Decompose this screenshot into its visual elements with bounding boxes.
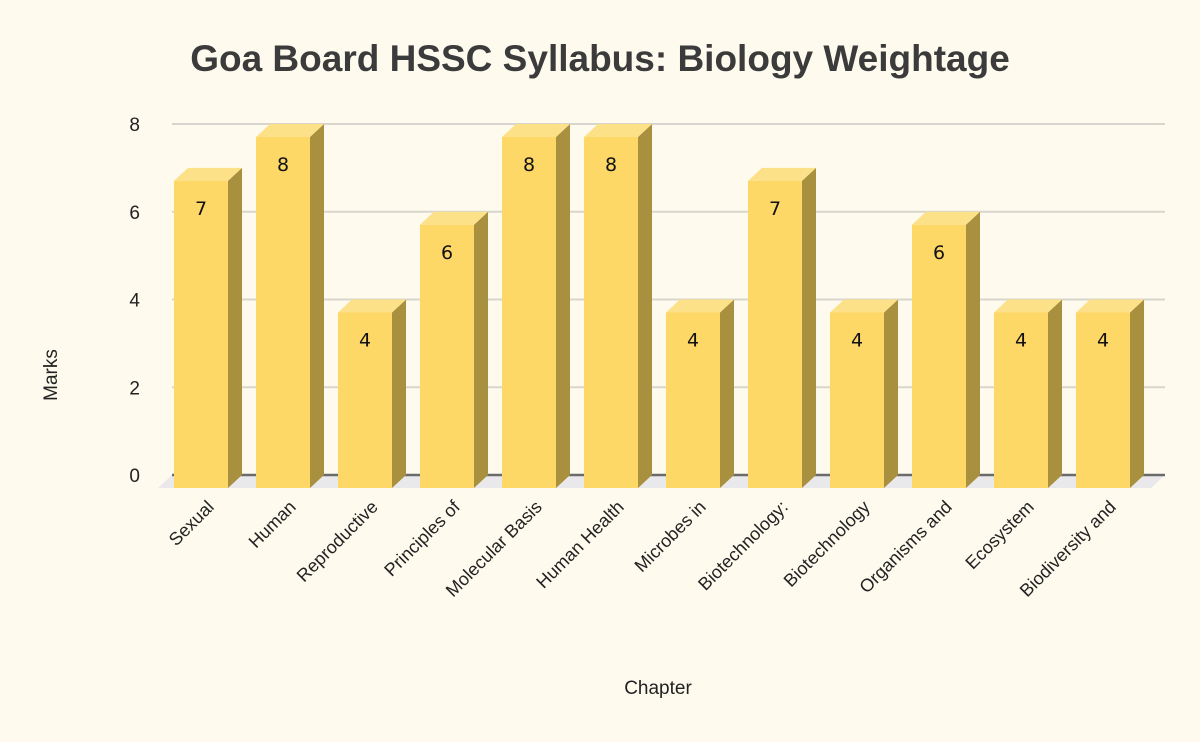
bar-value-label: 4 bbox=[359, 330, 371, 352]
bar-top bbox=[912, 211, 980, 225]
x-tick-label: Ecosystem bbox=[961, 497, 1037, 573]
y-tick-label: 0 bbox=[129, 466, 140, 487]
bar-value-label: 7 bbox=[195, 198, 207, 220]
bar-front bbox=[748, 180, 802, 488]
bar-top bbox=[1076, 299, 1144, 313]
y-tick-label: 4 bbox=[129, 291, 140, 312]
bar: 4 bbox=[994, 299, 1062, 488]
x-tick-label: Microbes in bbox=[631, 497, 710, 576]
bar-value-label: 8 bbox=[605, 154, 617, 176]
bar-side bbox=[228, 167, 242, 488]
bar-top bbox=[584, 124, 652, 137]
bar: 4 bbox=[338, 299, 406, 488]
bar-side bbox=[474, 211, 488, 488]
bar-front bbox=[420, 224, 474, 488]
chart-title: Goa Board HSSC Syllabus: Biology Weighta… bbox=[0, 38, 1200, 80]
bar-front bbox=[338, 312, 392, 488]
bar: 8 bbox=[256, 124, 324, 488]
bar: 6 bbox=[912, 211, 980, 488]
chart-title-text: Goa Board HSSC Syllabus: Biology Weighta… bbox=[190, 38, 1010, 79]
bar-front bbox=[830, 312, 884, 488]
x-tick-label: Reproductive bbox=[293, 497, 382, 586]
bar-value-label: 8 bbox=[523, 154, 535, 176]
bar-side bbox=[1130, 299, 1144, 488]
bar-value-label: 4 bbox=[851, 330, 863, 352]
bar-side bbox=[720, 299, 734, 488]
bar-top bbox=[174, 167, 242, 181]
bar-value-label: 8 bbox=[277, 154, 289, 176]
bar: 7 bbox=[174, 167, 242, 488]
bar-top bbox=[830, 299, 898, 313]
bar-top bbox=[502, 124, 570, 137]
bar-side bbox=[802, 167, 816, 488]
bar-value-label: 4 bbox=[1097, 330, 1109, 352]
bar: 8 bbox=[584, 124, 652, 488]
bar-side bbox=[638, 124, 652, 488]
x-tick-label: Human Health bbox=[532, 497, 628, 593]
bar-side bbox=[556, 124, 570, 488]
bar: 7 bbox=[748, 167, 816, 488]
x-tick-label: Human bbox=[245, 497, 300, 552]
bar: 4 bbox=[830, 299, 898, 488]
bar-front bbox=[256, 137, 310, 488]
bar-side bbox=[884, 299, 898, 488]
bar-top bbox=[748, 167, 816, 181]
bar-side bbox=[966, 211, 980, 488]
bar-side bbox=[392, 299, 406, 488]
bar-front bbox=[584, 137, 638, 488]
bar-top bbox=[338, 299, 406, 313]
bar-front bbox=[174, 180, 228, 488]
bar-value-label: 7 bbox=[769, 198, 781, 220]
y-tick-label: 2 bbox=[129, 378, 140, 399]
bar: 4 bbox=[1076, 299, 1144, 488]
bar-front bbox=[994, 312, 1048, 488]
bar-front bbox=[666, 312, 720, 488]
bar-top bbox=[994, 299, 1062, 313]
bar-side bbox=[310, 124, 324, 488]
bar-top bbox=[256, 124, 324, 137]
bar: 4 bbox=[666, 299, 734, 488]
bar-side bbox=[1048, 299, 1062, 488]
bar-value-label: 6 bbox=[441, 242, 453, 264]
bar-top bbox=[666, 299, 734, 313]
x-tick-label: Principles of bbox=[380, 496, 464, 580]
bar-front bbox=[912, 224, 966, 488]
x-tick-label: Biotechnology bbox=[780, 497, 874, 591]
x-tick-label: Sexual bbox=[165, 497, 218, 550]
y-tick-label: 6 bbox=[129, 203, 140, 224]
bar: 6 bbox=[420, 211, 488, 488]
x-axis-label: Chapter bbox=[624, 678, 692, 699]
bar: 8 bbox=[502, 124, 570, 488]
bar-value-label: 4 bbox=[1015, 330, 1027, 352]
bar-value-label: 4 bbox=[687, 330, 699, 352]
y-tick-label: 8 bbox=[129, 115, 140, 136]
bar-top bbox=[420, 211, 488, 225]
bar-front bbox=[502, 137, 556, 488]
bar-value-label: 6 bbox=[933, 242, 945, 264]
bar-front bbox=[1076, 312, 1130, 488]
